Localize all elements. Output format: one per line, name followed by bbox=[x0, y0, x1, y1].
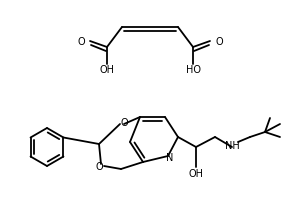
Text: HO: HO bbox=[185, 65, 201, 75]
Text: O: O bbox=[77, 37, 85, 47]
Text: OH: OH bbox=[100, 65, 115, 75]
Text: OH: OH bbox=[188, 168, 204, 178]
Text: NH: NH bbox=[225, 140, 239, 150]
Text: O: O bbox=[215, 37, 223, 47]
Text: N: N bbox=[166, 152, 174, 162]
Text: O: O bbox=[120, 118, 128, 127]
Text: O: O bbox=[95, 161, 103, 171]
